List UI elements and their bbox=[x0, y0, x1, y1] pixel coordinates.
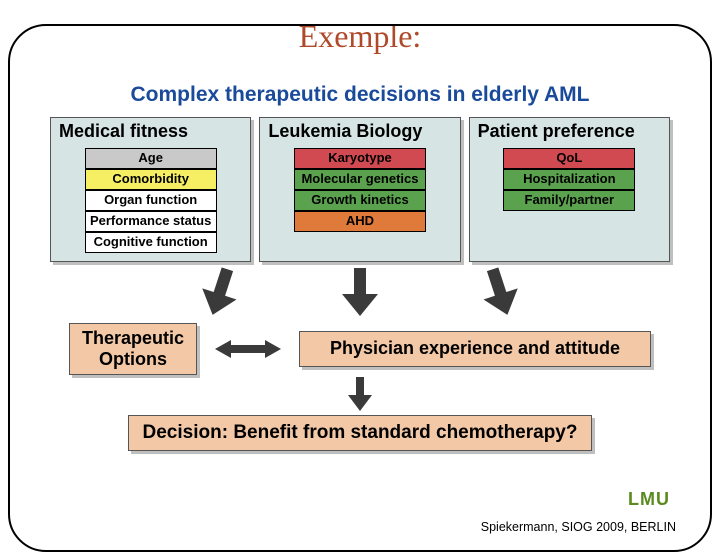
lmu-logo: LMU bbox=[628, 489, 670, 510]
down-arrow-icon bbox=[330, 268, 390, 321]
citation: Spiekermann, SIOG 2009, BERLIN bbox=[481, 520, 676, 534]
